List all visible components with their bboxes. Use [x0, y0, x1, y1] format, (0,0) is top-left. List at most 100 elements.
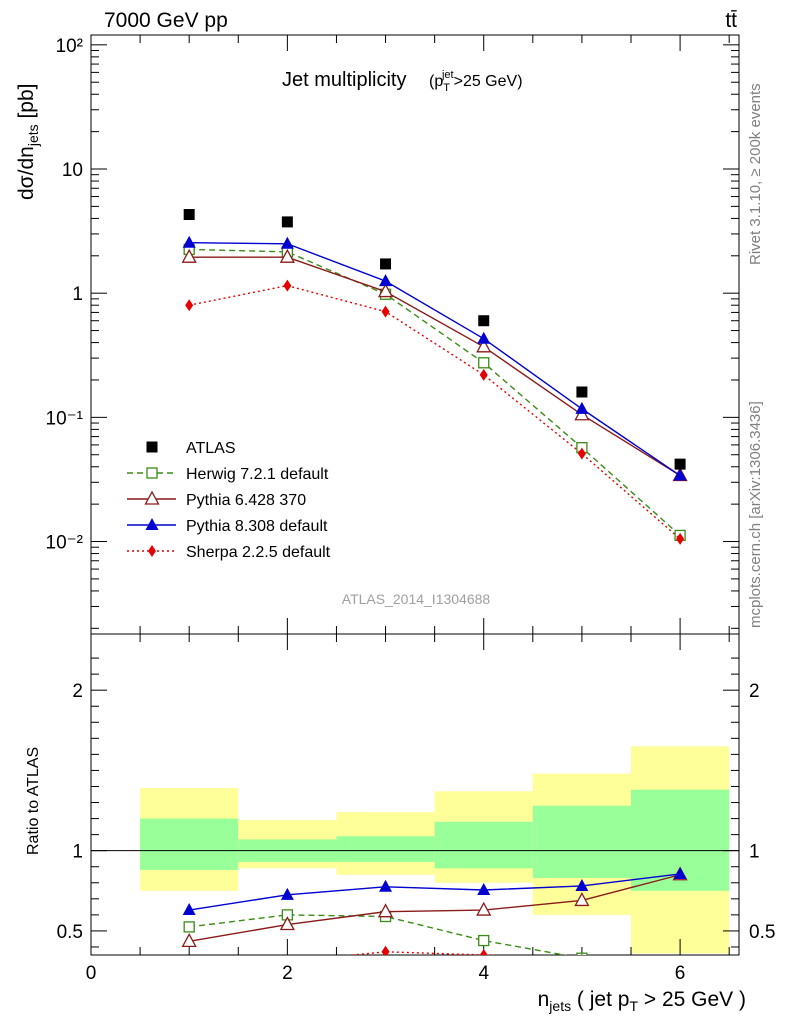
data-point — [280, 887, 294, 900]
x-axis-label: njets ( jet pT > 25 GeV ) — [538, 988, 746, 1014]
legend-label: ATLAS — [186, 440, 236, 457]
data-point — [146, 467, 158, 479]
data-point — [673, 866, 687, 879]
legend-label: Sherpa 2.2.5 default — [186, 544, 331, 561]
data-point — [145, 518, 159, 530]
ratio-series — [181, 866, 688, 987]
data-point — [181, 248, 197, 263]
data-point — [575, 878, 589, 891]
ratio-y-tick-label: 2 — [72, 681, 83, 702]
main-series — [181, 248, 688, 482]
x-tick-label: 6 — [675, 963, 686, 984]
data-point — [674, 458, 686, 470]
data-point — [146, 441, 158, 453]
ratio-series — [183, 909, 588, 955]
axis-ticks — [90, 35, 739, 955]
main-y-tick-labels: 10⁻² 10⁻¹ 1 10 10² — [46, 36, 84, 554]
process-label: tt̄ — [725, 9, 737, 32]
data-point — [183, 209, 195, 221]
data-point — [477, 331, 491, 344]
energy-label: 7000 GeV pp — [104, 9, 228, 32]
series-line — [189, 873, 681, 911]
series-line — [189, 284, 681, 540]
data-point — [476, 338, 492, 353]
data-point — [377, 903, 394, 918]
data-point — [379, 879, 393, 892]
series-line — [189, 256, 681, 477]
main-y-tick-label: 10⁻² — [46, 533, 84, 554]
data-point — [479, 368, 488, 381]
series-line — [189, 248, 681, 536]
data-point — [673, 468, 687, 481]
legend-label: Pythia 8.308 default — [186, 518, 328, 535]
legend-item: ATLAS — [146, 440, 236, 457]
data-point — [476, 901, 492, 916]
series-line — [189, 914, 569, 955]
ratio-y-tick-label: 1 — [72, 842, 83, 863]
data-point — [576, 386, 588, 398]
data-point — [185, 975, 193, 987]
band-inner — [140, 818, 239, 870]
ratio-y-axis-label: Ratio to ATLAS — [25, 747, 42, 855]
main-y-tick-label: 10² — [56, 36, 83, 57]
data-point — [185, 299, 194, 312]
main-series — [182, 235, 687, 481]
main-series — [183, 209, 686, 470]
main-y-tick-label: 1 — [72, 284, 83, 305]
mcplots-label: mcplots.cern.ch [arXiv:1306.3436] — [747, 401, 764, 628]
legend-item: Pythia 6.428 370 — [127, 490, 306, 509]
data-point — [478, 357, 490, 369]
x-tick-label: 0 — [86, 963, 97, 984]
band-inner — [336, 836, 435, 862]
data-point — [281, 216, 293, 228]
legend-item: Sherpa 2.2.5 default — [127, 544, 331, 561]
ratio-y-tick-label-right: 1 — [749, 842, 760, 863]
legend-item: Pythia 8.308 default — [127, 518, 328, 535]
series-line — [189, 874, 681, 943]
data-point — [379, 274, 393, 287]
ratio-plot-frame — [90, 633, 740, 956]
data-point — [478, 315, 490, 327]
legend: ATLAS Herwig 7.2.1 default Pythia 6.428 37… — [127, 440, 331, 561]
data-point — [279, 916, 295, 931]
data-point — [479, 949, 488, 955]
x-tick-label: 2 — [282, 963, 293, 984]
uncertainty-bands — [140, 746, 730, 954]
ratio-y-tick-labels: 0.5 1 2 0.5 1 2 — [57, 681, 776, 943]
data-point — [182, 903, 196, 916]
main-y-tick-label: 10⁻¹ — [46, 408, 84, 429]
data-point — [676, 532, 685, 545]
ratio-y-tick-label-right: 0.5 — [749, 922, 775, 943]
data-point — [181, 932, 197, 948]
ratio-y-tick-label-right: 2 — [749, 681, 760, 702]
plot-title: Jet multiplicity — [282, 69, 406, 91]
data-point — [279, 248, 295, 263]
analysis-label: ATLAS_2014_I1304688 — [342, 591, 491, 607]
legend-label: Herwig 7.2.1 default — [186, 466, 329, 483]
data-point — [283, 279, 292, 292]
data-point — [575, 401, 589, 414]
data-point — [182, 235, 196, 248]
main-y-tick-label: 10 — [62, 160, 83, 181]
band-inner — [532, 805, 631, 878]
data-point — [577, 447, 586, 460]
legend-label: Pythia 6.428 370 — [186, 492, 306, 509]
main-y-axis-label: dσ/dnjets [pb] — [15, 83, 41, 200]
x-tick-labels: 0 2 4 6 — [86, 963, 686, 984]
legend-item: Herwig 7.2.1 default — [127, 466, 329, 483]
data-point — [581, 953, 583, 955]
main-series — [185, 279, 685, 545]
data-point — [574, 892, 590, 907]
data-point — [377, 283, 394, 298]
ratio-series — [182, 866, 687, 916]
series-line — [189, 241, 681, 477]
main-series — [181, 209, 688, 545]
data-point — [280, 236, 294, 249]
rivet-label: Rivet 3.1.10, ≥ 200k events — [747, 83, 764, 265]
series-line — [345, 951, 499, 955]
plot-title-detail: (pTjet>25 GeV) — [429, 69, 523, 94]
x-tick-label: 4 — [478, 963, 489, 984]
data-point — [381, 305, 390, 318]
data-point — [477, 882, 491, 895]
